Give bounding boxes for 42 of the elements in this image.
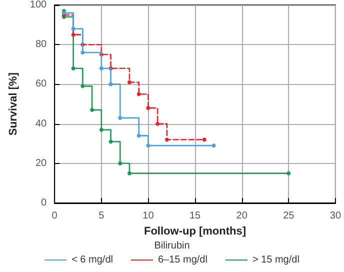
point [146, 144, 150, 148]
x-tick-label: 5 [98, 210, 105, 222]
point [202, 138, 206, 142]
x-tick-label: 15 [189, 210, 202, 222]
legend-label: > 15 mg/dl [252, 254, 300, 266]
point [80, 50, 85, 55]
legend-label: < 6 mg/dl [72, 254, 113, 266]
y-tick-label: 20 [35, 158, 48, 169]
point [90, 108, 94, 112]
y-tick-label: 40 [35, 118, 48, 130]
x-tick-label: 20 [236, 210, 248, 222]
point [156, 122, 160, 126]
y-axis-title: Survival [%] [8, 72, 20, 136]
point [108, 140, 113, 144]
y-tick-label: 100 [30, 0, 48, 10]
point [136, 92, 141, 96]
point [127, 171, 132, 176]
y-tick-label: 60 [35, 78, 48, 90]
legend-label: 6–15 mg/dl [158, 254, 208, 266]
x-axis-title: Follow-up [months] [144, 225, 246, 238]
point [212, 144, 216, 148]
x-tick-label: 30 [330, 210, 342, 222]
point [71, 26, 76, 31]
point [80, 84, 85, 88]
y-tick-label: 80 [35, 39, 48, 50]
point [146, 106, 150, 110]
x-tick-label: 10 [142, 210, 154, 222]
point [136, 134, 141, 138]
x-tick-label: 0 [52, 210, 58, 222]
point [164, 138, 169, 142]
legend-title: Bilirubin [154, 240, 190, 252]
point [127, 80, 132, 84]
point [99, 128, 104, 132]
y-tick-label: 0 [41, 198, 48, 208]
point [108, 82, 113, 86]
point [71, 32, 76, 37]
point [118, 116, 122, 120]
x-tick-label: 25 [283, 210, 295, 222]
point [286, 171, 291, 176]
point [118, 161, 122, 166]
point [99, 66, 104, 70]
point [71, 66, 76, 70]
